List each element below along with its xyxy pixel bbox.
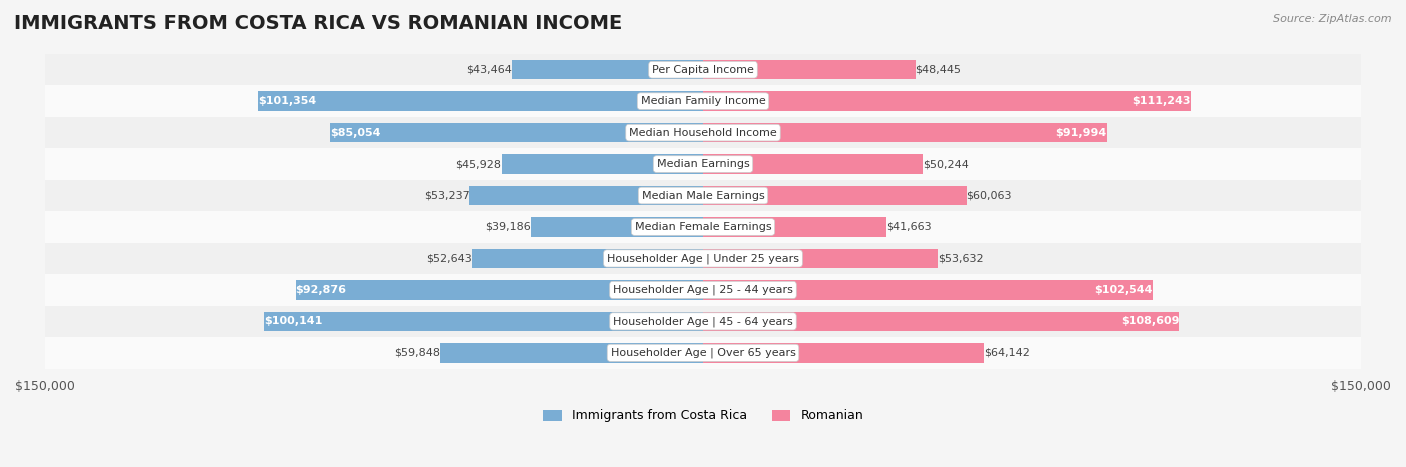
Text: Median Family Income: Median Family Income bbox=[641, 96, 765, 106]
Text: $59,848: $59,848 bbox=[395, 348, 440, 358]
Text: Median Female Earnings: Median Female Earnings bbox=[634, 222, 772, 232]
Text: $53,237: $53,237 bbox=[423, 191, 470, 200]
Text: $45,928: $45,928 bbox=[456, 159, 502, 169]
Text: Median Male Earnings: Median Male Earnings bbox=[641, 191, 765, 200]
Text: Householder Age | 45 - 64 years: Householder Age | 45 - 64 years bbox=[613, 316, 793, 326]
FancyBboxPatch shape bbox=[703, 186, 966, 205]
FancyBboxPatch shape bbox=[45, 274, 1361, 305]
Text: Householder Age | Under 25 years: Householder Age | Under 25 years bbox=[607, 253, 799, 264]
FancyBboxPatch shape bbox=[703, 154, 924, 174]
Text: Median Household Income: Median Household Income bbox=[628, 127, 778, 138]
Text: Householder Age | Over 65 years: Householder Age | Over 65 years bbox=[610, 347, 796, 358]
Text: $39,186: $39,186 bbox=[485, 222, 531, 232]
Text: $92,876: $92,876 bbox=[295, 285, 346, 295]
Text: $50,244: $50,244 bbox=[924, 159, 969, 169]
FancyBboxPatch shape bbox=[45, 211, 1361, 243]
Text: $53,632: $53,632 bbox=[938, 254, 984, 263]
Text: $64,142: $64,142 bbox=[984, 348, 1031, 358]
Text: IMMIGRANTS FROM COSTA RICA VS ROMANIAN INCOME: IMMIGRANTS FROM COSTA RICA VS ROMANIAN I… bbox=[14, 14, 623, 33]
FancyBboxPatch shape bbox=[45, 149, 1361, 180]
Text: Median Earnings: Median Earnings bbox=[657, 159, 749, 169]
FancyBboxPatch shape bbox=[703, 343, 984, 362]
FancyBboxPatch shape bbox=[470, 186, 703, 205]
FancyBboxPatch shape bbox=[259, 92, 703, 111]
FancyBboxPatch shape bbox=[502, 154, 703, 174]
Text: Per Capita Income: Per Capita Income bbox=[652, 65, 754, 75]
FancyBboxPatch shape bbox=[45, 180, 1361, 211]
FancyBboxPatch shape bbox=[703, 217, 886, 237]
Text: $41,663: $41,663 bbox=[886, 222, 931, 232]
FancyBboxPatch shape bbox=[295, 280, 703, 300]
FancyBboxPatch shape bbox=[703, 92, 1191, 111]
FancyBboxPatch shape bbox=[703, 249, 938, 268]
Text: Source: ZipAtlas.com: Source: ZipAtlas.com bbox=[1274, 14, 1392, 24]
FancyBboxPatch shape bbox=[45, 337, 1361, 368]
Text: $91,994: $91,994 bbox=[1056, 127, 1107, 138]
FancyBboxPatch shape bbox=[45, 243, 1361, 274]
Text: Householder Age | 25 - 44 years: Householder Age | 25 - 44 years bbox=[613, 285, 793, 295]
FancyBboxPatch shape bbox=[330, 123, 703, 142]
FancyBboxPatch shape bbox=[703, 60, 915, 79]
Text: $48,445: $48,445 bbox=[915, 65, 962, 75]
FancyBboxPatch shape bbox=[703, 280, 1153, 300]
FancyBboxPatch shape bbox=[472, 249, 703, 268]
Text: $60,063: $60,063 bbox=[966, 191, 1012, 200]
FancyBboxPatch shape bbox=[440, 343, 703, 362]
FancyBboxPatch shape bbox=[531, 217, 703, 237]
Text: $108,609: $108,609 bbox=[1121, 316, 1180, 326]
Legend: Immigrants from Costa Rica, Romanian: Immigrants from Costa Rica, Romanian bbox=[538, 404, 868, 427]
FancyBboxPatch shape bbox=[703, 311, 1180, 331]
Text: $52,643: $52,643 bbox=[426, 254, 472, 263]
Text: $101,354: $101,354 bbox=[259, 96, 316, 106]
FancyBboxPatch shape bbox=[45, 85, 1361, 117]
Text: $43,464: $43,464 bbox=[467, 65, 512, 75]
FancyBboxPatch shape bbox=[512, 60, 703, 79]
FancyBboxPatch shape bbox=[703, 123, 1107, 142]
FancyBboxPatch shape bbox=[264, 311, 703, 331]
FancyBboxPatch shape bbox=[45, 117, 1361, 149]
Text: $102,544: $102,544 bbox=[1094, 285, 1153, 295]
Text: $100,141: $100,141 bbox=[264, 316, 322, 326]
FancyBboxPatch shape bbox=[45, 54, 1361, 85]
Text: $85,054: $85,054 bbox=[330, 127, 381, 138]
Text: $111,243: $111,243 bbox=[1132, 96, 1191, 106]
FancyBboxPatch shape bbox=[45, 305, 1361, 337]
